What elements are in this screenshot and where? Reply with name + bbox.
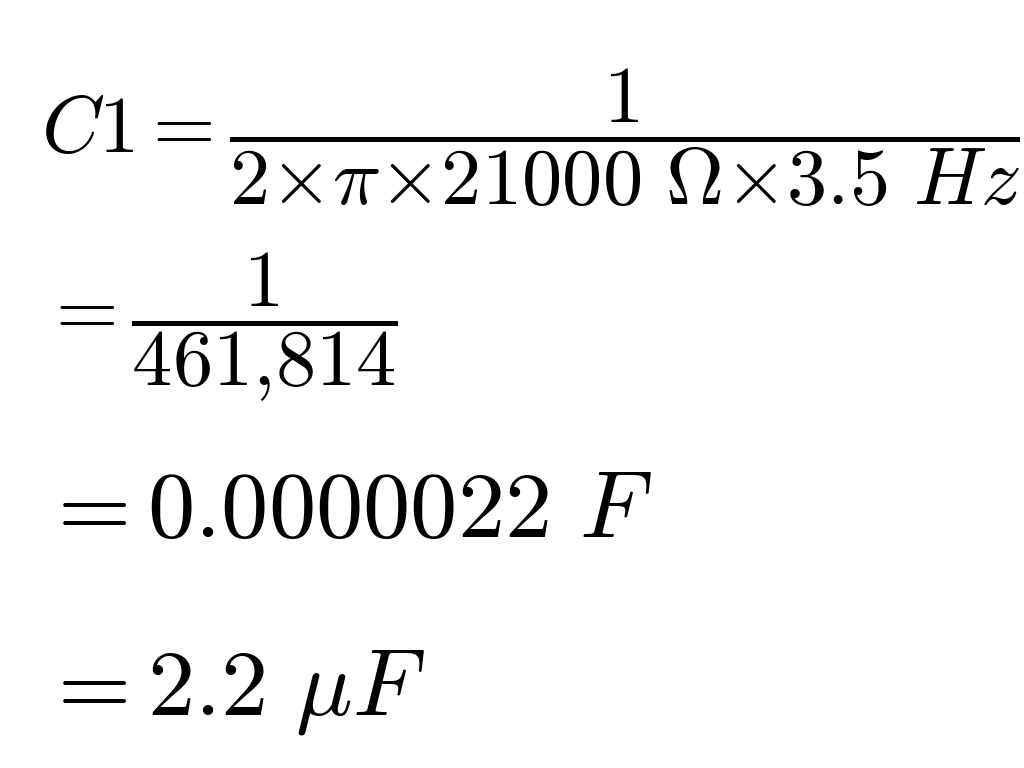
Text: $C1 = \dfrac{1}{2{\times}\pi{\times}21000\ \Omega{\times}3.5\ \mathit{Hz}}$: $C1 = \dfrac{1}{2{\times}\pi{\times}2100… (41, 67, 1020, 210)
Text: $= \dfrac{1}{461{,}814}$: $= \dfrac{1}{461{,}814}$ (41, 250, 397, 402)
Text: $= 0.0000022\ \mathit{F}$: $= 0.0000022\ \mathit{F}$ (41, 465, 652, 557)
Text: $= 2.2\ \mu\mathit{F}$: $= 2.2\ \mu\mathit{F}$ (41, 645, 425, 737)
